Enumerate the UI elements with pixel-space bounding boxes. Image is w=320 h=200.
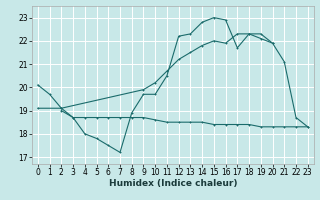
X-axis label: Humidex (Indice chaleur): Humidex (Indice chaleur): [108, 179, 237, 188]
